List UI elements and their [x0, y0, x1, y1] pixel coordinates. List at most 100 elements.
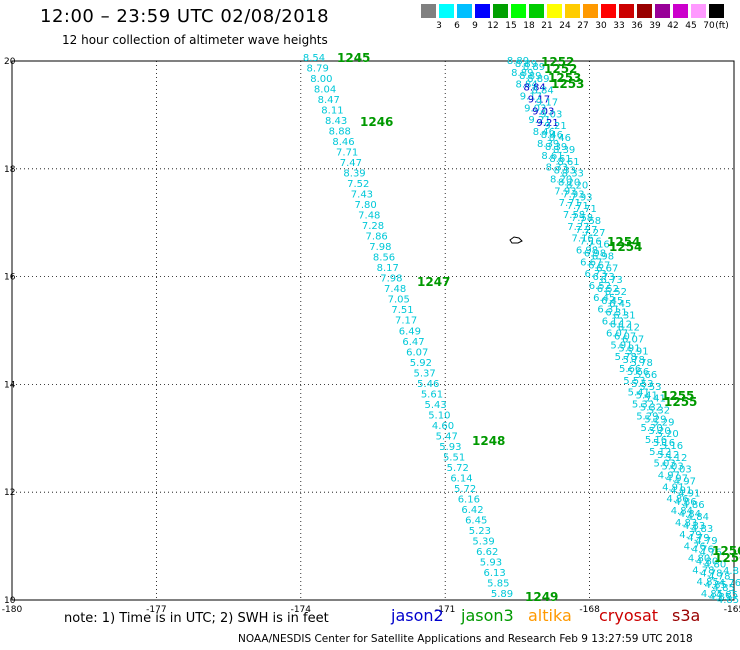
swh-value-label: 8.89 [523, 62, 545, 73]
swh-value-label: 5.85 [487, 578, 509, 589]
swh-value-label: 5.41 [636, 391, 658, 402]
swh-value-label: 7.27 [567, 222, 589, 233]
swh-value-label: 5.66 [627, 367, 649, 378]
lat-tick-label: 14 [4, 380, 16, 390]
swh-value-label: 5.72 [447, 463, 469, 474]
swh-value-label: 4.83 [675, 518, 697, 529]
swh-value-label: 8.33 [554, 166, 576, 177]
swh-value-label: 9.03 [532, 106, 554, 117]
lat-tick-label: 12 [4, 488, 15, 498]
swh-value-label: 8.20 [550, 174, 572, 185]
swh-value-label: 4.91 [678, 488, 700, 499]
map-title: 12:00 – 23:59 UTC 02/08/2018 [40, 6, 330, 27]
swh-value-label: 4.85 [705, 580, 727, 591]
swh-value-label: 7.58 [579, 216, 601, 227]
swh-value-label: 8.46 [332, 137, 354, 148]
swh-value-label: 4.85 [701, 589, 723, 600]
legend-label: 45 [685, 21, 697, 31]
legend-swatch [529, 4, 544, 18]
legend-swatch [439, 4, 454, 18]
pass-number-label: 1253 [548, 71, 581, 85]
legend-label: 39 [649, 21, 661, 31]
swh-value-label: 4.85 [697, 577, 719, 588]
lon-tick-label: -174 [291, 605, 312, 615]
legend-swatch [547, 4, 562, 18]
axis-ticks: -180 -177 -174 -171 -168 -165 20 18 16 14 12 10 [2, 57, 740, 615]
swh-value-label: 5.23 [469, 526, 491, 537]
satellite-name-cryosat: cryosat [599, 606, 659, 625]
swh-value-label: 7.47 [340, 158, 362, 169]
swh-value-label: 4.85 [709, 592, 731, 603]
swh-value-label: 4.97 [658, 471, 680, 482]
swh-value-label: 4.80 [696, 556, 718, 567]
swh-value-label: 4.80 [688, 553, 710, 564]
swh-value-label: 4.8 [723, 566, 739, 577]
swh-value-label: 8.17 [377, 263, 399, 274]
legend-label: 42 [667, 21, 679, 31]
swh-value-label: 5.89 [491, 589, 513, 600]
swh-value-label: 7.27 [583, 228, 605, 239]
legend-label: 9 [472, 21, 478, 31]
swh-value-label: 6.73 [592, 272, 614, 283]
swh-value-label: 7.93 [562, 189, 584, 200]
swh-value-label: 5.12 [657, 450, 679, 461]
swh-value-label: 8.89 [515, 59, 537, 70]
swh-value-label: 4.85 [717, 595, 739, 606]
swh-value-label: 8.20 [566, 180, 588, 191]
legend-swatch [637, 4, 652, 18]
swh-value-label: 6.13 [483, 568, 505, 579]
swh-value-label: 8.89 [511, 68, 533, 79]
swh-value-label: 5.43 [425, 400, 447, 411]
swh-value-label: 5.91 [610, 340, 632, 351]
swh-value-label: 8.89 [507, 56, 529, 67]
swh-value-label: 6.31 [613, 311, 635, 322]
swh-value-label: 4.79 [679, 530, 701, 541]
swh-value-label: 4.76 [719, 578, 740, 589]
swh-value-label: 6.98 [576, 246, 598, 257]
legend-label: 18 [523, 21, 535, 31]
swh-value-label: 4.76 [684, 542, 706, 553]
swh-value-label: 7.71 [559, 198, 581, 209]
pass-number-label: 1246 [360, 115, 393, 129]
swh-value-label: 6.67 [596, 263, 618, 274]
swh-value-label: 6.73 [600, 275, 622, 286]
swh-value-label: 8.11 [321, 106, 343, 117]
swh-value-label: 9.03 [540, 109, 562, 120]
swh-value-label: 6.07 [614, 331, 636, 342]
swh-value-label: 6.47 [402, 337, 424, 348]
swh-value-label: 8.39 [545, 142, 567, 153]
legend-swatch [619, 4, 634, 18]
swh-value-label: 4.84 [679, 509, 701, 520]
legend-label: 36 [631, 21, 643, 31]
pass-number-label: 1249 [525, 590, 558, 604]
swh-value-label: 5.91 [618, 343, 640, 354]
swh-value-label: 6.45 [601, 296, 623, 307]
swh-value-label: 8.20 [558, 177, 580, 188]
swh-value-label: 7.28 [362, 221, 384, 232]
pass-number-label: 1248 [472, 434, 505, 448]
swh-value-label: 6.49 [399, 326, 421, 337]
lon-tick-label: -180 [2, 605, 23, 615]
pass-number-label: 1254 [609, 240, 642, 254]
swh-value-label: 6.52 [597, 284, 619, 295]
swh-value-label: 5.29 [636, 411, 658, 422]
swh-value-label: 8.39 [343, 169, 365, 180]
swh-value-label: 4.78 [692, 565, 714, 576]
satellite-name-s3a: s3a [672, 606, 701, 625]
swh-value-label: 5.61 [421, 389, 443, 400]
swh-value-label: 8.84 [515, 80, 537, 91]
swh-value-label: 6.98 [592, 252, 614, 263]
legend-label: 24 [559, 21, 571, 31]
note-text: note: 1) Time is in UTC; 2) SWH is in fe… [64, 611, 329, 626]
swh-value-label: 7.58 [571, 213, 593, 224]
swh-value-label: 7.71 [575, 204, 597, 215]
swh-value-label: 6.52 [589, 281, 611, 292]
pass-labels: 1245124612471248124912521252125312531254… [337, 51, 740, 604]
swh-value-label: 8.84 [531, 86, 553, 97]
satellite-name-altika: altika [528, 606, 572, 625]
legend-unit: (ft) [715, 21, 729, 31]
pass-number-label: 1255 [661, 389, 694, 403]
swh-value-label: 6.62 [476, 547, 498, 558]
swh-value-label: 5.93 [439, 442, 461, 453]
swh-value-label: 8.88 [329, 127, 351, 138]
